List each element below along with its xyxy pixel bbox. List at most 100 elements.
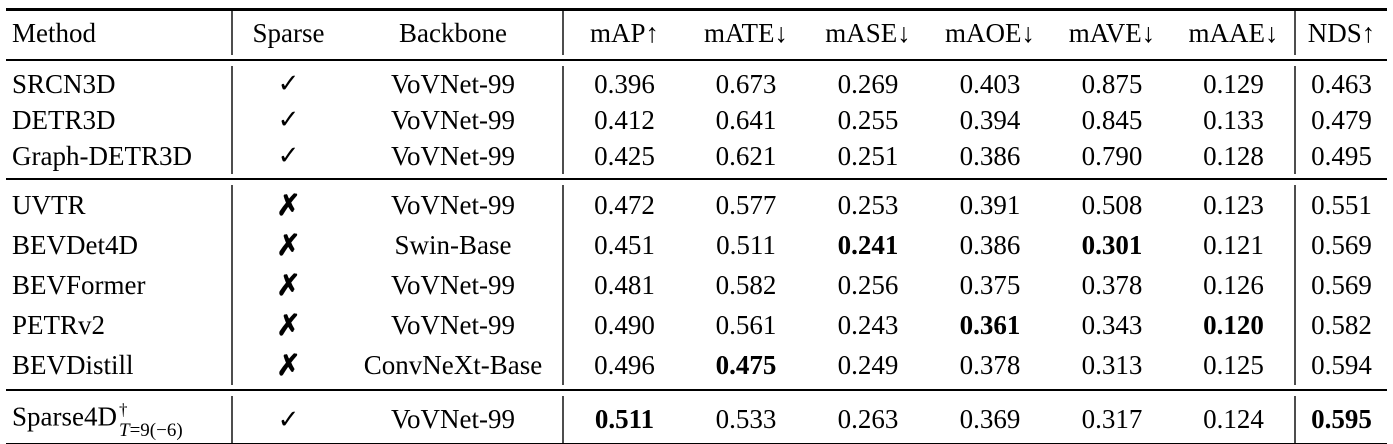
header-maoe: mAOE↓ <box>945 17 1035 48</box>
rule-group1 <box>6 174 1387 185</box>
maae-cell: 0.126 <box>1203 269 1264 300</box>
mase-cell: 0.241 <box>837 229 899 260</box>
table-row: UVTR ✗ VoVNet-99 0.472 0.577 0.253 0.391… <box>6 185 1387 225</box>
mase-cell: 0.251 <box>837 140 899 171</box>
header-row: Method Sparse Backbone mAP↑ mATE↓ mASE↓ … <box>6 11 1387 55</box>
mave-cell: 0.790 <box>1081 140 1143 171</box>
header-mase: mASE↓ <box>825 17 911 48</box>
nds-cell: 0.463 <box>1294 66 1387 102</box>
map-cell: 0.496 <box>562 345 685 385</box>
rule-top <box>6 8 1387 11</box>
table-row: DETR3D ✓ VoVNet-99 0.412 0.641 0.255 0.3… <box>6 102 1387 138</box>
maoe-cell: 0.378 <box>959 349 1021 380</box>
method-cell: PETRv2 <box>12 309 106 340</box>
horizontal-rule <box>6 8 1387 11</box>
map-cell: 0.396 <box>562 66 685 102</box>
horizontal-rule <box>6 59 1387 61</box>
maoe-cell: 0.375 <box>959 269 1021 300</box>
maoe-cell: 0.386 <box>959 229 1021 260</box>
mave-cell: 0.317 <box>1081 404 1143 434</box>
header-map: mAP↑ <box>562 11 685 55</box>
sparse-cross-icon: ✗ <box>231 185 344 225</box>
table-row-sparse4d: Sparse4D † T=9(−6) ✓ VoVNet-99 0.511 0.533… <box>6 396 1387 443</box>
maae-cell: 0.123 <box>1203 189 1264 220</box>
maoe-cell: 0.361 <box>959 309 1021 340</box>
table-row: SRCN3D ✓ VoVNet-99 0.396 0.673 0.269 0.4… <box>6 66 1387 102</box>
mase-cell: 0.256 <box>837 269 899 300</box>
mate-cell: 0.561 <box>715 309 777 340</box>
table-row: Graph-DETR3D ✓ VoVNet-99 0.425 0.621 0.2… <box>6 138 1387 174</box>
mate-cell: 0.475 <box>715 349 777 380</box>
mase-cell: 0.243 <box>837 309 899 340</box>
header-nds: NDS↑ <box>1294 11 1387 55</box>
header-maae: mAAE↓ <box>1188 17 1279 48</box>
backbone-cell: VoVNet-99 <box>391 104 515 135</box>
backbone-cell: VoVNet-99 <box>391 309 515 340</box>
maoe-cell: 0.386 <box>959 140 1021 171</box>
method-cell: BEVDet4D <box>12 229 138 260</box>
sparse-cross-icon: ✗ <box>231 345 344 385</box>
nds-cell: 0.479 <box>1294 102 1387 138</box>
nds-cell: 0.569 <box>1294 265 1387 305</box>
method-base: Sparse4D <box>12 401 117 432</box>
dagger-superscript: † <box>118 400 128 419</box>
table-row: BEVFormer ✗ VoVNet-99 0.481 0.582 0.256 … <box>6 265 1387 305</box>
method-cell: Sparse4D † T=9(−6) <box>6 396 232 443</box>
maae-cell: 0.129 <box>1203 68 1264 99</box>
backbone-cell: VoVNet-99 <box>391 404 515 434</box>
horizontal-rule <box>6 178 1387 180</box>
mave-cell: 0.313 <box>1081 349 1143 380</box>
method-cell: UVTR <box>12 189 86 220</box>
maoe-cell: 0.369 <box>959 404 1021 434</box>
backbone-cell: VoVNet-99 <box>391 269 515 300</box>
results-table: Method Sparse Backbone mAP↑ mATE↓ mASE↓ … <box>6 8 1387 444</box>
mave-cell: 0.343 <box>1081 309 1143 340</box>
rule-group2 <box>6 385 1387 396</box>
header-mave: mAVE↓ <box>1068 17 1156 48</box>
table-row: BEVDistill ✗ ConvNeXt-Base 0.496 0.475 0… <box>6 345 1387 385</box>
method-supsub: † T=9(−6) <box>119 401 183 440</box>
backbone-cell: VoVNet-99 <box>391 68 515 99</box>
header-method: Method <box>12 17 96 48</box>
sparse-check-icon: ✓ <box>231 102 344 138</box>
method-cell: SRCN3D <box>12 68 116 99</box>
maoe-cell: 0.403 <box>959 68 1021 99</box>
maae-cell: 0.125 <box>1203 349 1264 380</box>
map-cell: 0.481 <box>562 265 685 305</box>
nds-cell: 0.582 <box>1294 305 1387 345</box>
backbone-cell: VoVNet-99 <box>391 140 515 171</box>
method-cell: DETR3D <box>12 104 116 135</box>
map-cell: 0.412 <box>562 102 685 138</box>
mate-cell: 0.533 <box>715 404 777 434</box>
mase-cell: 0.249 <box>837 349 899 380</box>
map-cell: 0.451 <box>562 225 685 265</box>
maae-cell: 0.120 <box>1203 309 1264 340</box>
nds-cell: 0.569 <box>1294 225 1387 265</box>
mave-cell: 0.378 <box>1081 269 1143 300</box>
mave-cell: 0.875 <box>1081 68 1143 99</box>
subscript: T=9(−6) <box>118 420 183 441</box>
nds-cell: 0.595 <box>1294 396 1387 443</box>
maoe-cell: 0.394 <box>959 104 1021 135</box>
mate-cell: 0.511 <box>716 229 776 260</box>
mate-cell: 0.673 <box>715 68 777 99</box>
backbone-cell: VoVNet-99 <box>391 189 515 220</box>
sparse-cross-icon: ✗ <box>231 225 344 265</box>
method-cell: BEVDistill <box>12 349 134 380</box>
mase-cell: 0.255 <box>837 104 899 135</box>
nds-cell: 0.551 <box>1294 185 1387 225</box>
map-cell: 0.511 <box>562 396 685 443</box>
map-cell: 0.472 <box>562 185 685 225</box>
backbone-cell: ConvNeXt-Base <box>363 349 543 380</box>
map-cell: 0.490 <box>562 305 685 345</box>
mase-cell: 0.263 <box>837 404 899 434</box>
nds-cell: 0.594 <box>1294 345 1387 385</box>
mate-cell: 0.582 <box>715 269 777 300</box>
maae-cell: 0.121 <box>1203 229 1264 260</box>
table-row: BEVDet4D ✗ Swin-Base 0.451 0.511 0.241 0… <box>6 225 1387 265</box>
mate-cell: 0.641 <box>715 104 777 135</box>
horizontal-rule <box>6 389 1387 391</box>
nds-cell: 0.495 <box>1294 138 1387 174</box>
sparse-check-icon: ✓ <box>231 138 344 174</box>
